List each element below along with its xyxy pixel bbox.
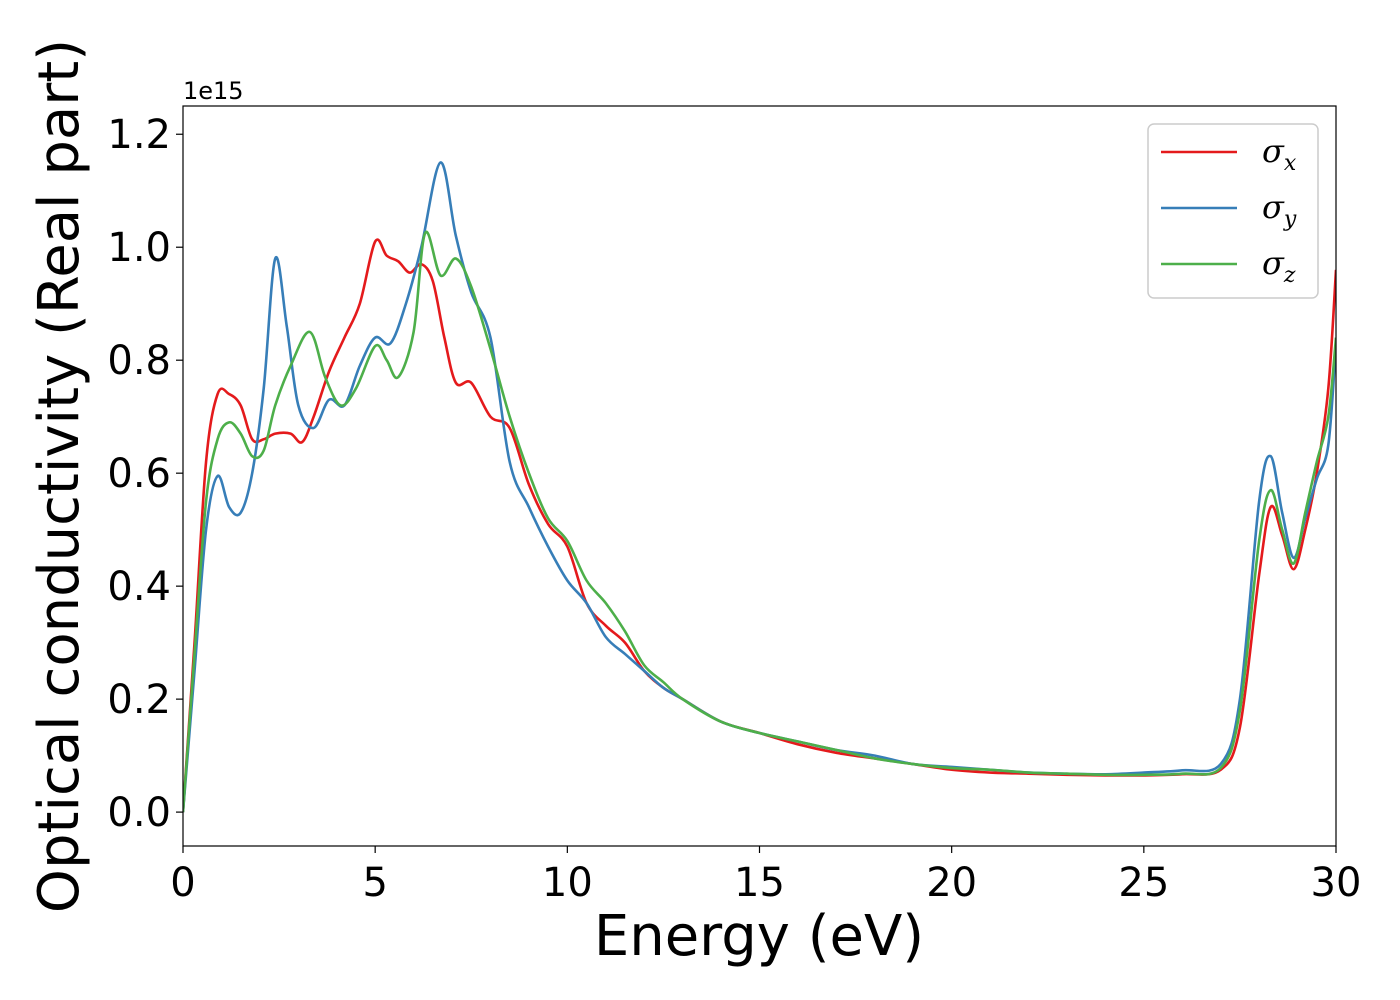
x-tick-label: 20 xyxy=(926,860,977,906)
x-tick-label: 25 xyxy=(1118,860,1169,906)
x-tick-label: 0 xyxy=(170,860,195,906)
y-tick-label: 0.0 xyxy=(107,790,171,836)
x-tick-label: 15 xyxy=(734,860,785,906)
x-tick-label: 5 xyxy=(362,860,387,906)
y-axis-label: Optical conductivity (Real part) xyxy=(27,39,92,913)
x-tick-label: 10 xyxy=(542,860,593,906)
y-tick-label: 0.6 xyxy=(107,451,171,497)
y-tick-label: 0.4 xyxy=(107,564,171,610)
y-offset-label: 1e15 xyxy=(183,77,244,105)
series-line-x xyxy=(183,238,1336,813)
y-tick-label: 0.2 xyxy=(107,677,171,723)
series-layer xyxy=(183,161,1336,813)
y-axis-ticks: 0.0 0.2 0.4 0.6 0.8 1.0 1.2 xyxy=(107,112,183,836)
series-line-y xyxy=(183,161,1336,813)
y-tick-label: 1.0 xyxy=(107,225,171,271)
series-line-z xyxy=(183,230,1336,813)
y-tick-label: 1.2 xyxy=(107,112,171,158)
y-tick-label: 0.8 xyxy=(107,338,171,384)
x-axis-ticks: 0 5 10 15 20 25 30 xyxy=(170,846,1361,906)
legend-box xyxy=(1147,123,1319,299)
legend-label-z: σz xyxy=(1262,244,1296,288)
x-axis-label: Energy (eV) xyxy=(594,904,924,969)
x-tick-label: 30 xyxy=(1311,860,1362,906)
